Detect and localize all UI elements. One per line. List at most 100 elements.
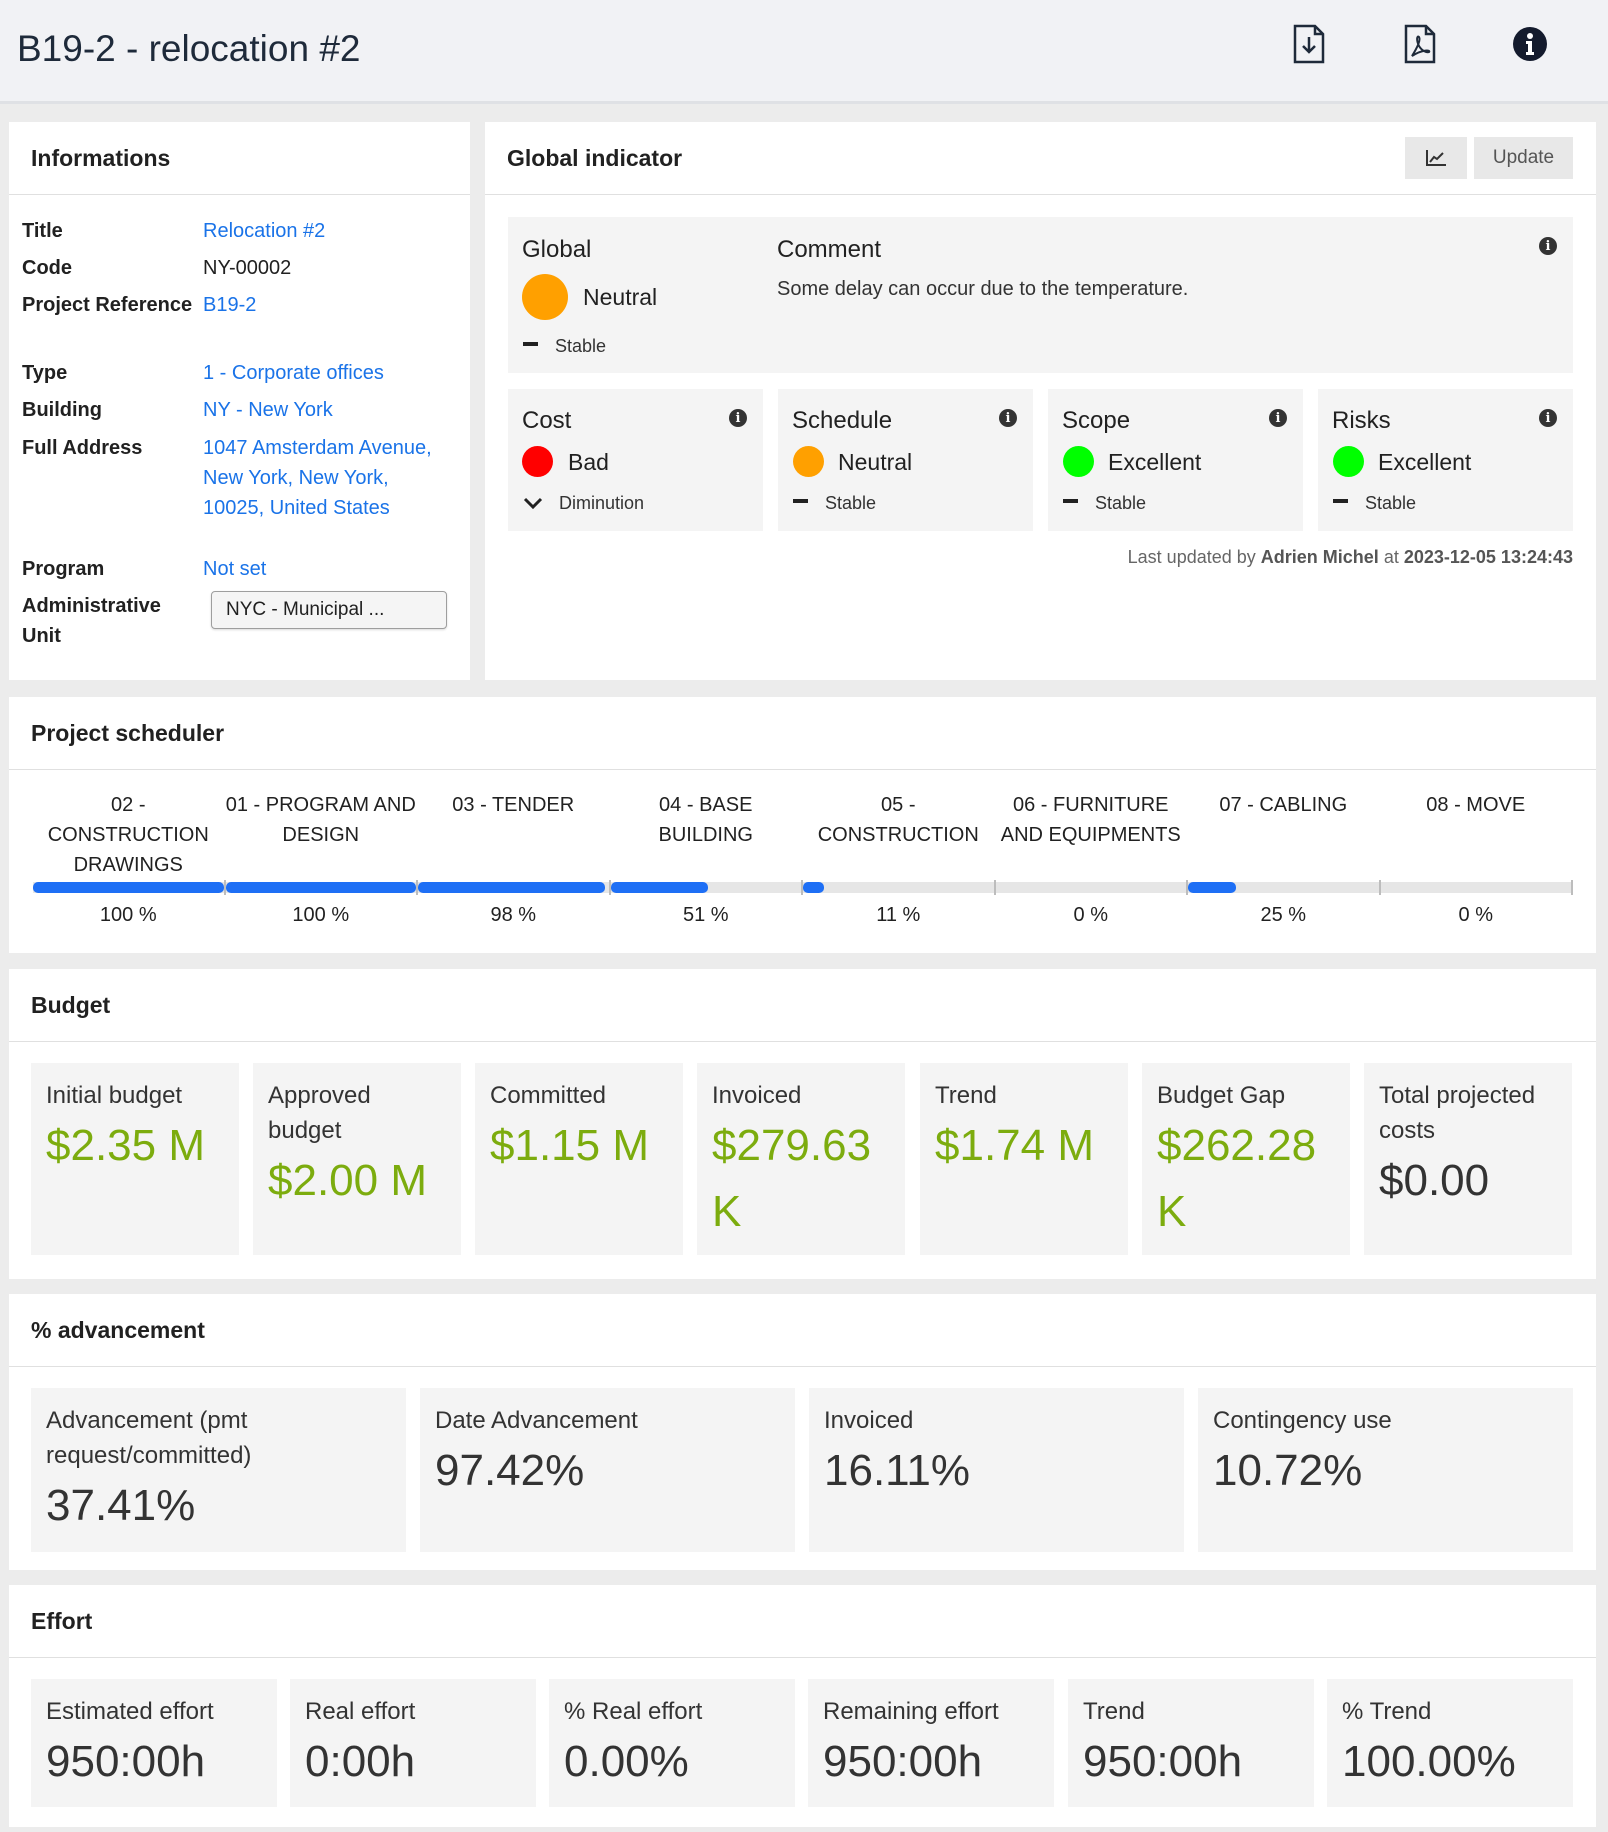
tile-value: 0:00h <box>305 1737 416 1786</box>
divider <box>9 1041 1596 1042</box>
tile-label: Contingency use <box>1213 1407 1392 1434</box>
scope-status: Excellent <box>1108 449 1202 475</box>
last-updated-user: Adrien Michel <box>1260 547 1379 567</box>
advancement-title: % advancement <box>31 1316 205 1343</box>
advancement-tile-contingency: Contingency use 10.72% <box>1198 1388 1573 1552</box>
tile-label: Invoiced <box>712 1082 802 1109</box>
info-row-program: Program Not set <box>22 554 452 584</box>
pdf-file-icon[interactable] <box>1398 20 1442 68</box>
effort-tile-trend: Trend 950:00h <box>1068 1679 1314 1807</box>
title-link[interactable]: Relocation #2 <box>203 220 326 242</box>
info-icon[interactable]: i <box>1539 237 1557 255</box>
phase-progress-track <box>1188 882 1379 893</box>
tile-label: Trend <box>1083 1698 1145 1725</box>
tile-value: $1.74 M <box>935 1121 1094 1170</box>
stable-icon <box>523 342 538 346</box>
budget-tile-committed: Committed $1.15 M <box>475 1063 683 1255</box>
page-header: B19-2 - relocation #2 <box>0 0 1608 104</box>
info-icon[interactable] <box>1508 20 1552 68</box>
info-label: Program <box>22 558 105 580</box>
info-row-code: Code NY-00002 <box>22 253 452 283</box>
divider <box>9 769 1596 770</box>
building-link[interactable]: NY - New York <box>203 399 333 421</box>
phase-progress-fill <box>610 882 708 893</box>
effort-title: Effort <box>31 1607 93 1634</box>
phase-percent: 100 % <box>292 904 350 926</box>
project-scheduler-title: Project scheduler <box>31 719 225 746</box>
update-button[interactable]: Update <box>1474 137 1573 179</box>
info-value: NY-00002 <box>203 257 292 279</box>
cost-status: Bad <box>568 449 609 475</box>
tile-value: 950:00h <box>46 1737 206 1786</box>
address-link[interactable]: 1047 Amsterdam Avenue, New York, New Yor… <box>203 437 432 519</box>
project-scheduler-card: Project scheduler <box>9 697 1596 953</box>
global-indicator-title: Global indicator <box>507 144 683 171</box>
page-title: B19-2 - relocation #2 <box>17 28 361 69</box>
tile-label: Initial budget <box>46 1082 183 1109</box>
program-link[interactable]: Not set <box>203 558 267 580</box>
divider <box>9 1366 1596 1367</box>
effort-tile-real: Real effort 0:00h <box>290 1679 536 1807</box>
schedule-status-dot <box>793 446 824 477</box>
tile-label: Advancement (pmt request/committed) <box>46 1407 252 1469</box>
scope-title: Scope <box>1062 407 1131 434</box>
info-icon[interactable]: i <box>999 409 1017 427</box>
info-label: Administrative Unit <box>22 595 161 647</box>
schedule-status: Neutral <box>838 449 913 475</box>
info-icon[interactable]: i <box>729 409 747 427</box>
info-icon[interactable]: i <box>1539 409 1557 427</box>
download-file-icon[interactable] <box>1287 20 1331 68</box>
tile-value: 100.00% <box>1342 1737 1516 1786</box>
schedule-title: Schedule <box>792 407 893 434</box>
info-label: Type <box>22 362 68 384</box>
tile-value: $2.00 M <box>268 1156 427 1205</box>
schedule-trend: Stable <box>825 493 877 513</box>
phase-progress-track <box>995 882 1186 893</box>
effort-tile-estimated: Estimated effort 950:00h <box>31 1679 277 1807</box>
tile-label: Invoiced <box>824 1407 914 1434</box>
advancement-tile-invoiced: Invoiced 16.11% <box>809 1388 1184 1552</box>
phase-label[interactable]: 03 - TENDER <box>452 794 575 816</box>
phase-percent: 98 % <box>490 904 537 926</box>
phase-label[interactable]: 02 - CONSTRUCTION DRAWINGS <box>47 794 209 876</box>
administrative-unit-select[interactable]: NYC - Municipal ... <box>211 591 447 629</box>
tile-value: $2.35 M <box>46 1121 205 1170</box>
info-label: Full Address <box>22 437 143 459</box>
global-comment-box <box>508 217 1573 373</box>
phase-percent: 25 % <box>1260 904 1307 926</box>
budget-tile-total-projected: Total projected costs $0.00 <box>1364 1063 1572 1255</box>
info-row-project-reference: Project Reference B19-2 <box>22 290 452 320</box>
stable-icon <box>1063 499 1078 503</box>
phase-divider <box>608 880 611 895</box>
tile-label: % Real effort <box>564 1698 703 1725</box>
tile-value: $262.28 K <box>1157 1121 1317 1236</box>
project-reference-link[interactable]: B19-2 <box>203 294 257 316</box>
tile-label: Date Advancement <box>435 1407 638 1434</box>
phase-label[interactable]: 06 - FURNITURE AND EQUIPMENTS <box>1000 794 1181 846</box>
stable-icon <box>793 499 808 503</box>
phase-label[interactable]: 05 - CONSTRUCTION <box>817 794 979 846</box>
phase-label[interactable]: 07 - CABLING <box>1219 794 1348 816</box>
info-icon[interactable]: i <box>1269 409 1287 427</box>
phase-label[interactable]: 08 - MOVE <box>1426 794 1526 816</box>
phase-label[interactable]: 04 - BASE BUILDING <box>658 794 753 846</box>
tile-value: $279.63 K <box>712 1121 872 1236</box>
phase-progress-track <box>1380 882 1571 893</box>
last-updated-date: 2023-12-05 13:24:43 <box>1403 547 1573 567</box>
chart-button[interactable] <box>1405 137 1467 179</box>
cost-trend: Diminution <box>559 493 645 513</box>
last-updated-at: at <box>1383 547 1399 567</box>
type-link[interactable]: 1 - Corporate offices <box>203 362 384 384</box>
tile-value: 16.11% <box>824 1446 970 1495</box>
informations-title: Informations <box>31 144 171 171</box>
advancement-tile-pmt: Advancement (pmt request/committed) 37.4… <box>31 1388 406 1552</box>
tile-label: Estimated effort <box>46 1698 214 1725</box>
phase-divider <box>801 880 803 895</box>
phase-progress-fill <box>1188 882 1236 893</box>
comment-text: Some delay can occur due to the temperat… <box>777 278 1189 300</box>
phase-divider <box>416 880 418 895</box>
phase-label[interactable]: 01 - PROGRAM AND DESIGN <box>225 794 416 846</box>
global-title: Global <box>522 236 592 263</box>
budget-tile-trend: Trend $1.74 M <box>920 1063 1128 1255</box>
tile-label: Trend <box>935 1082 997 1109</box>
